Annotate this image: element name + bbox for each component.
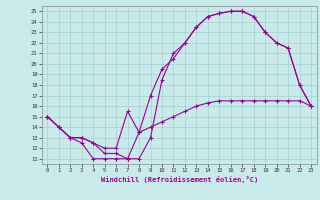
X-axis label: Windchill (Refroidissement éolien,°C): Windchill (Refroidissement éolien,°C) [100, 176, 258, 183]
